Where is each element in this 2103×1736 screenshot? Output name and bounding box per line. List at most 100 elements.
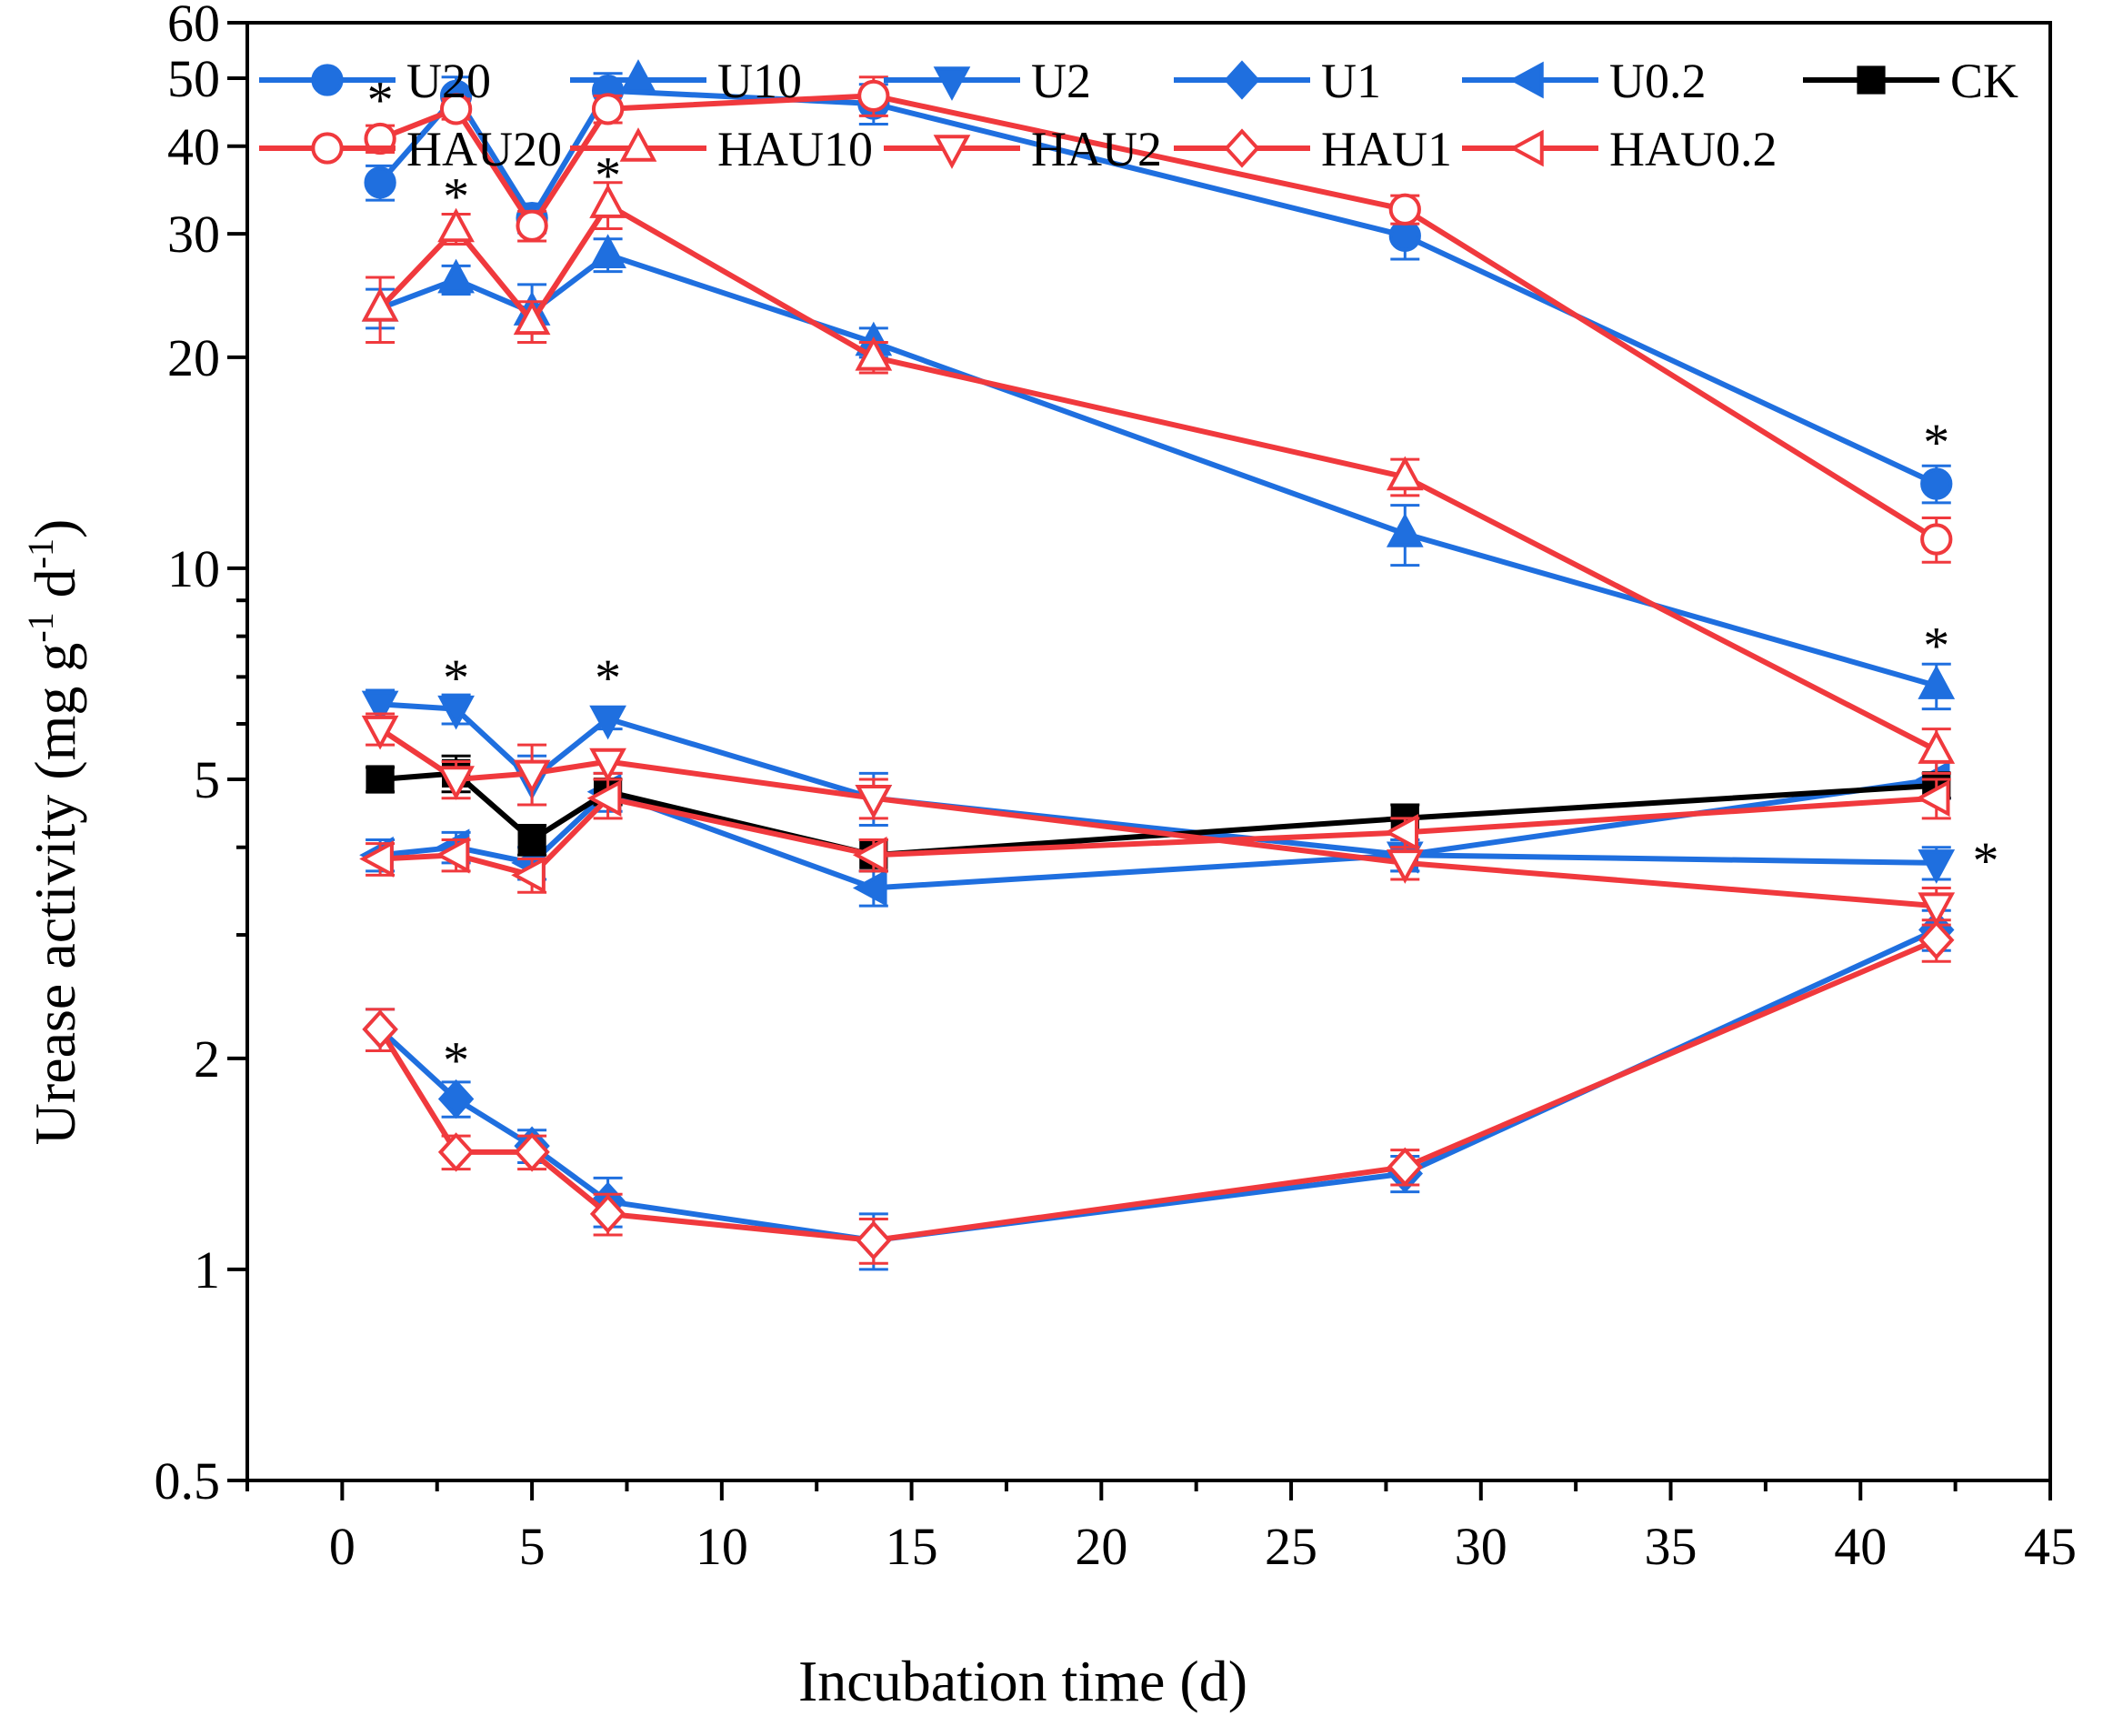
data-point-hau0-2 [435, 836, 470, 874]
legend-item-u10: U10 [570, 54, 802, 108]
legend-label: HAU20 [406, 122, 562, 176]
legend-label: U1 [1321, 54, 1381, 108]
y-axis-title-end: ) [23, 519, 87, 538]
data-point-hau20 [1388, 193, 1421, 226]
legend-item-u2: U2 [884, 54, 1091, 108]
plot-frame [245, 21, 2052, 1482]
significance-star: * [443, 166, 469, 226]
legend-label: U20 [406, 54, 491, 108]
data-point-hau0-2 [1384, 814, 1419, 851]
annotation-layer: ** ** ***** [367, 71, 1999, 1090]
series-hau2 [361, 712, 1956, 928]
data-point-hau10 [855, 336, 893, 371]
data-point-hau2 [1386, 849, 1424, 884]
x-tick-label-15: 15 [886, 1517, 938, 1576]
y-tick-label-1: 1 [194, 1240, 220, 1299]
x-tick-label-20: 20 [1075, 1517, 1127, 1576]
data-point-hau10 [589, 184, 626, 218]
data-point-u20 [1920, 467, 1953, 500]
legend-label: HAU2 [1031, 122, 1162, 176]
data-point-u0-2 [852, 869, 887, 907]
data-point-hau1 [589, 1194, 626, 1234]
legend-marker [1509, 61, 1544, 99]
data-point-u10 [437, 258, 475, 294]
x-tick-label-35: 35 [1645, 1517, 1697, 1576]
y-tick-label-50: 50 [167, 49, 220, 108]
x-tick-label-45: 45 [2024, 1517, 2077, 1576]
legend-label: U10 [717, 54, 802, 108]
significance-star: * [595, 648, 621, 707]
y-tick-label-10: 10 [167, 539, 220, 598]
series-line-u10 [379, 252, 1938, 688]
y-tick-label-20: 20 [167, 328, 220, 387]
legend-marker [1224, 128, 1260, 168]
legend-label: U2 [1031, 54, 1091, 108]
data-point-hau20 [439, 93, 473, 125]
legend-item-hau20: HAU20 [259, 122, 562, 176]
data-point-hau1 [437, 1132, 475, 1172]
data-point-hau20 [516, 209, 548, 242]
legend-item-ck: CK [1803, 54, 2018, 108]
legend-item-hau1: HAU1 [1174, 122, 1452, 176]
data-point-hau10 [1386, 456, 1424, 491]
x-tick-label-30: 30 [1455, 1517, 1507, 1576]
data-point-hau10 [513, 300, 551, 336]
data-point-hau20 [591, 93, 625, 125]
significance-star: * [443, 1031, 469, 1090]
x-axis-title: Incubation time (d) [798, 1649, 1247, 1713]
legend-label: HAU1 [1321, 122, 1452, 176]
data-point-hau1 [1387, 1147, 1423, 1187]
data-point-hau0-2 [511, 857, 546, 894]
data-point-hau0-2 [359, 840, 394, 878]
data-point-u10 [1918, 665, 1956, 699]
x-tick-label-25: 25 [1265, 1517, 1317, 1576]
data-point-hau2 [437, 766, 475, 800]
legend-marker [1509, 129, 1544, 167]
data-point-hau1 [1918, 920, 1955, 960]
x-tick-label-10: 10 [696, 1517, 748, 1576]
data-point-ck [517, 825, 546, 855]
significance-star: * [1973, 831, 1999, 890]
data-point-hau20 [1920, 523, 1953, 556]
y-axis-title: Urease activity (mg g-1 d-1) [20, 519, 87, 1146]
data-point-u1 [437, 1079, 475, 1119]
significance-star: * [595, 146, 621, 205]
y-tick-label-2: 2 [194, 1029, 220, 1089]
data-point-hau2 [855, 784, 893, 819]
data-point-hau10 [1918, 729, 1956, 764]
legend-marker [1857, 65, 1886, 95]
legend-marker [1224, 60, 1260, 100]
data-point-u2 [1918, 849, 1956, 884]
data-point-u2 [437, 695, 475, 730]
series-layer [359, 72, 1956, 1271]
significance-star: * [1923, 617, 1949, 676]
y-tick-label-30: 30 [167, 205, 220, 264]
series-hau10 [361, 181, 1956, 775]
x-tick-label-40: 40 [1834, 1517, 1887, 1576]
series-hau20 [364, 75, 1953, 564]
y-axis-title-sup1: -1 [20, 612, 61, 642]
series-hau1 [362, 918, 1955, 1265]
legend-marker [619, 59, 657, 94]
data-point-ck [366, 765, 395, 794]
data-point-hau2 [361, 715, 399, 750]
legend-marker [933, 135, 971, 169]
data-point-hau10 [361, 286, 399, 322]
legend-item-u1: U1 [1174, 54, 1381, 108]
significance-star: * [443, 648, 469, 707]
legend-marker [619, 127, 657, 162]
legend-label: HAU10 [717, 122, 873, 176]
legend-item-hau10: HAU10 [570, 122, 873, 176]
data-point-hau2 [589, 748, 626, 783]
legend-label: HAU0.2 [1609, 122, 1778, 176]
legend-layer: U20 U10 U2 U1 U0.2 CK HAU20 HAU10 HAU2 HAU1 HAU0.2 [259, 54, 2018, 176]
y-axis-title-sup2: -1 [20, 538, 61, 568]
data-point-hau1 [362, 1009, 398, 1049]
significance-star: * [1923, 413, 1949, 472]
y-tick-label-5: 5 [194, 750, 220, 809]
data-point-u10 [589, 234, 626, 268]
series-hau0-2 [359, 778, 1951, 894]
legend-marker [933, 66, 971, 101]
